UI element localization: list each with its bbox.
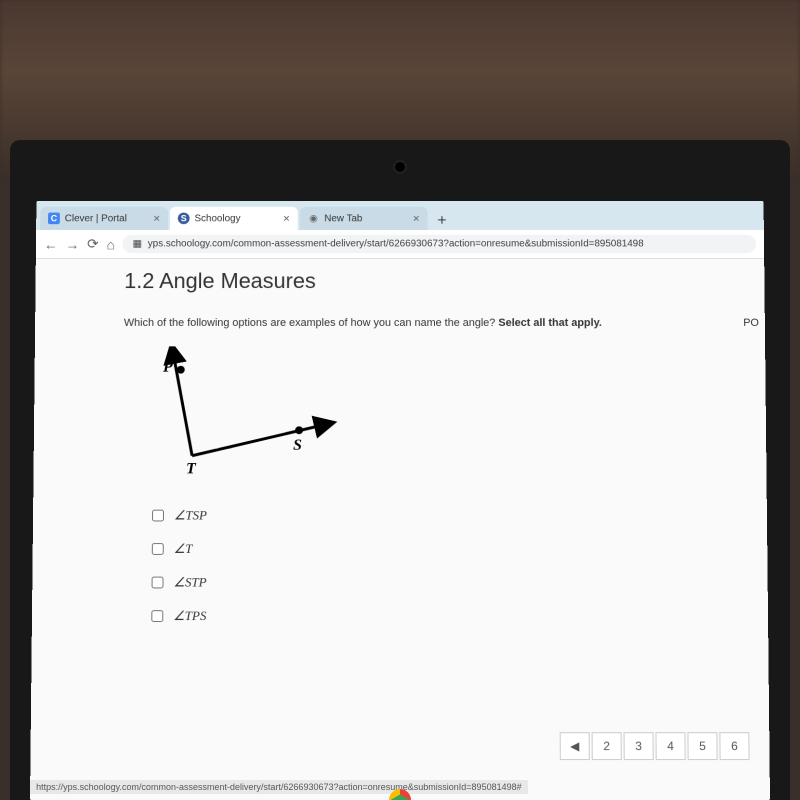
angle-diagram: P S T: [142, 346, 727, 488]
address-bar: ← → ⟳ ⌂ ▦ yps.schoology.com/common-asses…: [36, 230, 764, 259]
ray-ts: [192, 424, 326, 455]
question-text: Which of the following options are examp…: [124, 317, 726, 329]
webcam: [393, 160, 407, 174]
option-t[interactable]: ∠T: [152, 541, 728, 557]
pagination: ◀ 2 3 4 5 6: [560, 732, 750, 760]
label-s: S: [293, 437, 302, 454]
option-label: ∠TPS: [173, 608, 206, 624]
tab-schoology[interactable]: S Schoology ×: [170, 207, 298, 230]
point-p-dot: [177, 366, 185, 374]
tab-label: New Tab: [324, 213, 362, 224]
tab-clever[interactable]: C Clever | Portal ×: [40, 207, 168, 230]
option-label: ∠T: [174, 541, 193, 557]
tab-label: Schoology: [195, 213, 241, 224]
tab-label: Clever | Portal: [65, 213, 127, 224]
home-icon[interactable]: ⌂: [106, 236, 114, 251]
tab-new[interactable]: ◉ New Tab ×: [300, 207, 428, 230]
option-tps[interactable]: ∠TPS: [151, 608, 728, 624]
pager-page[interactable]: 5: [687, 732, 717, 760]
pager-prev[interactable]: ◀: [560, 732, 590, 760]
tab-favicon: C: [48, 213, 60, 225]
screen: C Clever | Portal × S Schoology × ◉ New …: [30, 201, 770, 800]
close-icon[interactable]: ×: [153, 212, 160, 226]
pager-page[interactable]: 6: [719, 732, 749, 760]
answer-options: ∠TSP ∠T ∠STP ∠TPS: [151, 508, 728, 624]
site-info-icon: ▦: [133, 239, 142, 250]
laptop-bezel: C Clever | Portal × S Schoology × ◉ New …: [10, 140, 790, 800]
checkbox[interactable]: [151, 610, 163, 622]
back-icon[interactable]: ←: [44, 236, 58, 251]
tab-favicon: S: [178, 213, 190, 225]
pager-page[interactable]: 2: [592, 732, 622, 760]
new-tab-button[interactable]: +: [429, 213, 454, 230]
pager-page[interactable]: 3: [624, 732, 654, 760]
option-stp[interactable]: ∠STP: [152, 575, 728, 591]
reload-icon[interactable]: ⟳: [87, 236, 99, 252]
close-icon[interactable]: ×: [283, 212, 290, 226]
option-tsp[interactable]: ∠TSP: [152, 508, 727, 524]
question-emphasis: Select all that apply.: [498, 317, 602, 329]
checkbox[interactable]: [152, 510, 164, 522]
question-prefix: Which of the following options are examp…: [124, 317, 499, 329]
option-label: ∠STP: [173, 575, 206, 591]
page-content: 1.2 Angle Measures PO Which of the follo…: [30, 259, 770, 800]
pager-page[interactable]: 4: [655, 732, 685, 760]
points-label: PO: [743, 317, 759, 329]
checkbox[interactable]: [152, 577, 164, 589]
close-icon[interactable]: ×: [413, 212, 420, 226]
label-t: T: [186, 460, 197, 477]
browser-tab-strip: C Clever | Portal × S Schoology × ◉ New …: [36, 201, 764, 230]
forward-icon[interactable]: →: [65, 236, 79, 251]
label-p: P: [163, 359, 173, 376]
tab-favicon: ◉: [308, 213, 320, 225]
point-s-dot: [295, 426, 303, 434]
diagram-svg: P S T: [142, 346, 340, 483]
option-label: ∠TSP: [174, 508, 207, 524]
page-title: 1.2 Angle Measures: [124, 269, 725, 294]
url-input[interactable]: ▦ yps.schoology.com/common-assessment-de…: [123, 235, 757, 253]
url-text: yps.schoology.com/common-assessment-deli…: [148, 239, 644, 250]
checkbox[interactable]: [152, 543, 164, 555]
status-bar-url: https://yps.schoology.com/common-assessm…: [30, 780, 528, 794]
